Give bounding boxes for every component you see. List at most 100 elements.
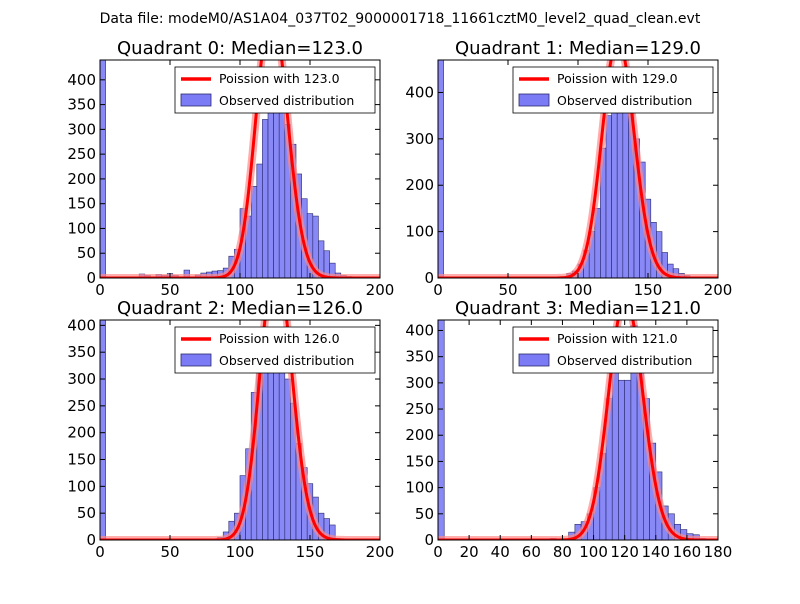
y-tick-label: 150 [67, 195, 96, 213]
histogram-bar [438, 60, 444, 278]
histogram-bar [278, 94, 286, 278]
quadrant-2-plot-area [100, 320, 380, 540]
x-tick-label: 40 [491, 543, 510, 561]
legend-observed-label: Observed distribution [219, 93, 354, 108]
quadrant-1-plot-area [438, 60, 718, 278]
x-tick-label: 100 [226, 281, 255, 299]
y-tick-label: 350 [67, 96, 96, 114]
histogram-bar [267, 84, 274, 278]
legend-bar-swatch [180, 93, 212, 107]
quadrant-3-plot-area [438, 320, 718, 540]
y-tick-label: 250 [405, 400, 434, 418]
y-tick-label: 300 [405, 374, 434, 392]
y-tick-label: 350 [67, 343, 96, 361]
histogram-bar [611, 92, 618, 278]
legend-poisson-label: Poission with 129.0 [557, 71, 678, 86]
x-tick-label: 100 [564, 281, 593, 299]
y-tick-label: 200 [67, 424, 96, 442]
y-tick-label: 400 [67, 316, 96, 334]
quadrant-0-legend: Poission with 123.0 Observed distribution [174, 66, 376, 114]
histogram-bar [100, 320, 106, 540]
x-tick-label: 180 [704, 543, 733, 561]
quadrant-3-title: Quadrant 3: Median=121.0 [455, 298, 701, 319]
x-tick-label: 150 [296, 281, 325, 299]
histogram-bar [605, 115, 612, 278]
quadrant-3-legend: Poission with 121.0 Observed distribution [512, 326, 714, 374]
y-tick-label: 250 [67, 397, 96, 415]
x-tick-label: 200 [704, 281, 733, 299]
x-tick-label: 0 [95, 543, 105, 561]
y-tick-label: 350 [405, 348, 434, 366]
legend-poisson-label: Poission with 123.0 [219, 71, 340, 86]
y-tick-label: 150 [67, 451, 96, 469]
histogram-bar [438, 320, 445, 540]
histogram-bar [262, 119, 269, 278]
y-tick-label: 50 [77, 504, 96, 522]
histogram-bar [256, 163, 263, 278]
legend-observed-label: Observed distribution [557, 93, 692, 108]
legend-bar-swatch [180, 353, 212, 367]
y-tick-label: 50 [415, 505, 434, 523]
y-tick-label: 100 [405, 223, 434, 241]
x-tick-label: 140 [641, 543, 670, 561]
x-tick-label: 100 [226, 543, 255, 561]
quadrant-3-panel: Quadrant 3: Median=121.00 20 40 60 80 100 120 1… [405, 298, 732, 561]
quadrant-3-frame [437, 319, 719, 541]
x-tick-label: 0 [95, 281, 105, 299]
x-tick-label: 150 [296, 543, 325, 561]
histogram-bar [622, 87, 629, 278]
histogram-bar [618, 379, 625, 540]
y-tick-label: 400 [405, 83, 434, 101]
legend-observed-label: Observed distribution [557, 353, 692, 368]
y-tick-label: 300 [67, 120, 96, 138]
histogram-bar [624, 379, 632, 540]
y-tick-label: 200 [405, 426, 434, 444]
x-tick-label: 50 [160, 281, 179, 299]
quadrant-2-title: Quadrant 2: Median=126.0 [117, 298, 363, 319]
y-tick-label: 400 [405, 321, 434, 339]
x-tick-label: 20 [460, 543, 479, 561]
y-tick-label: 100 [67, 219, 96, 237]
histogram-bar [278, 357, 286, 540]
y-tick-label: 100 [405, 479, 434, 497]
legend-poisson-label: Poission with 121.0 [557, 331, 678, 346]
y-tick-label: 200 [67, 170, 96, 188]
x-tick-label: 50 [498, 281, 517, 299]
y-tick-label: 100 [67, 477, 96, 495]
histogram-bar [100, 60, 106, 278]
y-tick-label: 150 [405, 452, 434, 470]
x-tick-label: 120 [610, 543, 639, 561]
legend-observed-label: Observed distribution [219, 353, 354, 368]
quadrant-0-title: Quadrant 0: Median=123.0 [117, 38, 363, 59]
x-tick-label: 0 [433, 543, 443, 561]
poisson-curve [438, 320, 718, 540]
quadrant-1-panel: Quadrant 1: Median=129.0 0 50 100 150 200 0 100… [405, 38, 732, 299]
legend-poisson-label: Poission with 126.0 [219, 331, 340, 346]
histogram-bar [250, 186, 258, 278]
x-tick-label: 200 [366, 543, 395, 561]
y-tick-label: 300 [405, 130, 434, 148]
y-tick-label: 0 [86, 269, 96, 287]
y-tick-label: 250 [67, 145, 96, 163]
quadrant-2-panel: Quadrant 2: Median=126.0 0 50 100 150 200 0 50 1… [67, 298, 395, 561]
y-tick-label: 0 [424, 269, 434, 287]
y-tick-label: 0 [424, 531, 434, 549]
x-tick-label: 150 [634, 281, 663, 299]
legend-bar-swatch [518, 93, 550, 107]
y-tick-label: 400 [67, 71, 96, 89]
quadrant-1-legend: Poission with 129.0 Observed distribution [512, 66, 714, 114]
y-tick-label: 200 [405, 176, 434, 194]
poisson-curve [438, 60, 718, 278]
quadrant-2-legend: Poission with 126.0 Observed distribution [174, 326, 376, 374]
legend-bar-swatch [518, 353, 550, 367]
x-tick-label: 80 [553, 543, 572, 561]
x-tick-label: 100 [579, 543, 608, 561]
x-tick-label: 50 [160, 543, 179, 561]
histogram-bar [284, 378, 291, 540]
x-tick-label: 160 [673, 543, 702, 561]
y-tick-label: 0 [86, 531, 96, 549]
figure-suptitle: Data file: modeM0/AS1A04_037T02_90000017… [100, 11, 701, 27]
poisson-curve [100, 320, 380, 540]
